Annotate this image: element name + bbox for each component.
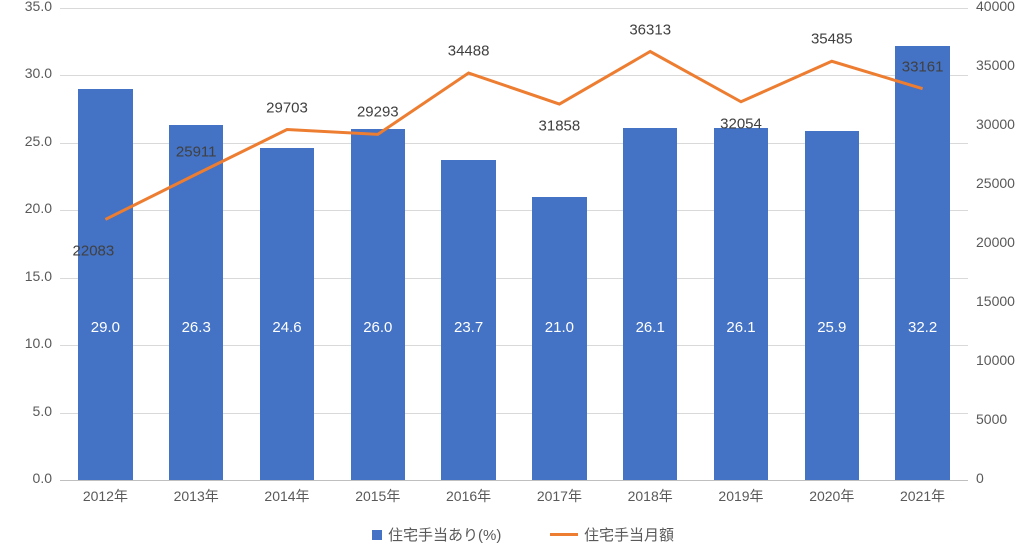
y1-tick-label: 20.0 [0, 200, 52, 216]
bar [623, 128, 677, 480]
x-tick-label: 2012年 [60, 486, 151, 506]
line-value-label: 34488 [448, 43, 490, 60]
legend-bar: 住宅手当あり(%) [372, 524, 501, 545]
line-value-label: 33161 [902, 58, 944, 75]
y2-tick-label: 40000 [976, 0, 1015, 14]
bar-value-label: 23.7 [454, 319, 483, 336]
line-value-label: 32054 [720, 115, 762, 132]
y1-tick-label: 25.0 [0, 133, 52, 149]
y1-tick-label: 30.0 [0, 65, 52, 81]
y1-tick-label: 5.0 [0, 403, 52, 419]
bar-value-label: 26.3 [182, 319, 211, 336]
plot-area: 29.0 26.3 24.6 26.0 23.7 21.0 26.1 26.1 25.9 32.2… [60, 8, 968, 481]
line-value-label: 29703 [266, 99, 308, 116]
y2-tick-label: 30000 [976, 116, 1015, 132]
y1-tick-label: 15.0 [0, 268, 52, 284]
y2-tick-label: 25000 [976, 175, 1015, 191]
housing-allowance-chart: 29.0 26.3 24.6 26.0 23.7 21.0 26.1 26.1 25.9 32.2… [0, 0, 1029, 548]
line-value-label: 31858 [539, 118, 581, 135]
line-value-label: 25911 [176, 144, 217, 161]
bar [714, 128, 768, 480]
bar [260, 148, 314, 480]
y2-tick-label: 20000 [976, 234, 1015, 250]
legend-line-label: 住宅手当月額 [584, 524, 674, 545]
line-value-label: 35485 [811, 31, 853, 48]
bar-value-label: 24.6 [272, 319, 301, 336]
x-tick-label: 2019年 [696, 486, 787, 506]
y2-tick-label: 10000 [976, 352, 1015, 368]
bar-value-label: 26.1 [726, 319, 755, 336]
bar [895, 46, 949, 480]
y2-tick-label: 15000 [976, 293, 1015, 309]
bar [78, 89, 132, 480]
grid-line [60, 8, 968, 9]
legend-bar-label: 住宅手当あり(%) [388, 524, 501, 545]
bar [532, 197, 586, 480]
y2-tick-label: 0 [976, 470, 984, 486]
x-tick-label: 2014年 [242, 486, 333, 506]
bar-value-label: 26.0 [363, 319, 392, 336]
x-tick-label: 2017年 [514, 486, 605, 506]
x-tick-label: 2018年 [605, 486, 696, 506]
line-value-label: 36313 [629, 21, 671, 38]
y2-tick-label: 35000 [976, 57, 1015, 73]
bar [169, 125, 223, 480]
y1-tick-label: 0.0 [0, 470, 52, 486]
bar [805, 131, 859, 480]
bar-value-label: 26.1 [636, 319, 665, 336]
line-value-label: 29293 [357, 104, 399, 121]
y2-tick-label: 5000 [976, 411, 1007, 427]
bar [351, 129, 405, 480]
legend-bar-swatch [372, 530, 382, 540]
bar-value-label: 25.9 [817, 319, 846, 336]
bar-value-label: 29.0 [91, 319, 120, 336]
y1-tick-label: 35.0 [0, 0, 52, 14]
y1-tick-label: 10.0 [0, 335, 52, 351]
x-tick-label: 2013年 [151, 486, 242, 506]
line-value-label: 22083 [73, 243, 115, 260]
bar-value-label: 32.2 [908, 319, 937, 336]
x-tick-label: 2021年 [877, 486, 968, 506]
legend-line: 住宅手当月額 [550, 524, 674, 545]
x-tick-label: 2016年 [423, 486, 514, 506]
x-tick-label: 2015年 [332, 486, 423, 506]
legend-line-swatch [550, 533, 578, 536]
grid-line [60, 75, 968, 76]
bar-value-label: 21.0 [545, 319, 574, 336]
x-tick-label: 2020年 [786, 486, 877, 506]
